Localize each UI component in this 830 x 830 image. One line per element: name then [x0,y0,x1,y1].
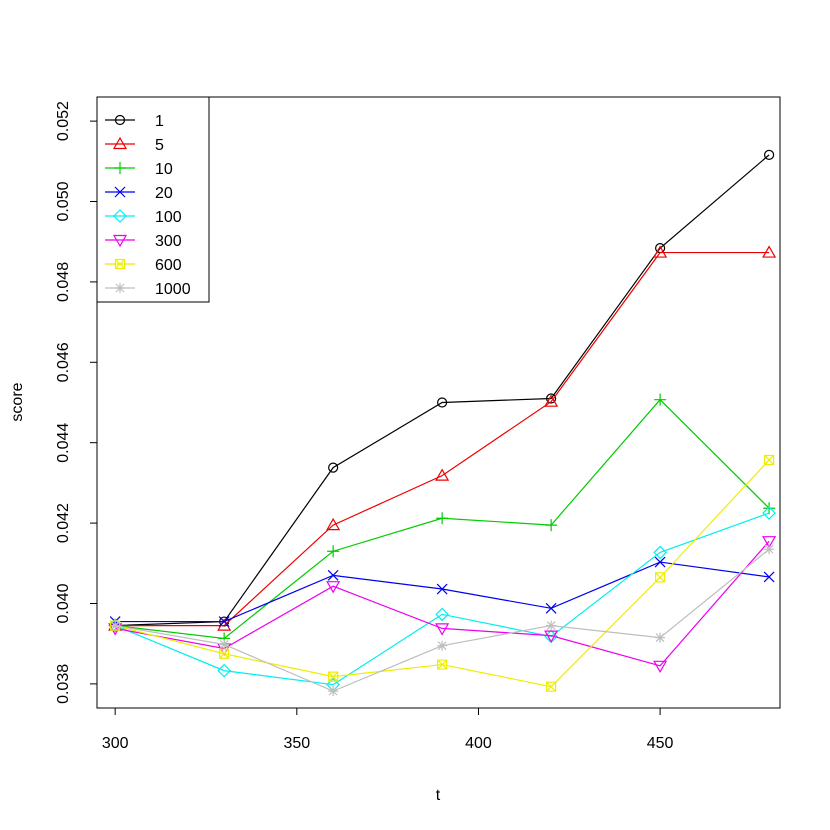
data-point [546,620,557,631]
data-point [546,393,557,404]
data-point [437,659,448,670]
data-point [763,502,776,515]
data-point [327,545,340,558]
data-point [219,648,230,659]
data-point [545,602,557,614]
data-point [436,512,449,525]
data-point [114,162,126,174]
series-600 [110,454,775,692]
data-point [653,545,667,560]
data-point [326,517,341,531]
data-point [545,519,558,532]
legend-label: 1 [155,113,164,130]
data-point [217,663,232,678]
x-tick-label: 400 [465,735,492,752]
series-line [115,251,770,627]
data-point [653,245,668,258]
legend-item: 300 [105,233,182,250]
data-point [435,623,450,636]
data-point [435,607,449,622]
data-point [435,468,450,481]
data-point [654,556,666,568]
data-point [762,536,777,549]
data-point [762,245,777,258]
legend: 1 5 10 20 100 300 600 1000 [96,96,210,303]
series-100 [108,506,776,692]
data-point [219,639,230,650]
y-tick-label: 0.046 [55,342,72,382]
y-tick-label: 0.042 [55,503,72,543]
series-20 [109,556,775,628]
data-point [112,234,128,248]
y-tick-label: 0.050 [55,181,72,221]
series-line [114,512,770,686]
legend-item: 600 [105,257,182,274]
legend-label: 300 [155,233,182,250]
y-axis-label: score [9,382,26,421]
legend-label: 600 [155,257,182,274]
series-10 [109,393,776,645]
data-point [328,462,339,473]
data-point [544,630,559,643]
data-point [114,186,126,198]
legend-item: 10 [105,161,173,178]
legend-label: 20 [155,185,173,202]
legend-label: 1000 [155,281,191,298]
data-point [327,569,339,581]
data-point [113,209,127,223]
legend-item: 5 [105,136,164,154]
x-axis: 300 350 400 450 [102,707,674,752]
data-point [218,616,230,628]
y-tick-label: 0.044 [55,423,72,463]
data-point [328,686,339,697]
x-axis-label: t [436,787,441,804]
data-point [114,258,126,270]
series-1000 [110,544,775,697]
data-point [764,454,775,466]
series-line [115,561,770,623]
series-5 [108,245,777,631]
legend-label: 10 [155,161,173,178]
y-tick-label: 0.048 [55,262,72,302]
legend-label: 100 [155,209,182,226]
y-tick-label: 0.038 [55,664,72,704]
series-layer [108,149,777,697]
legend-box [96,96,210,303]
legend-label: 5 [155,137,164,154]
x-tick-label: 300 [102,735,129,752]
legend-item: 20 [105,185,173,202]
data-point [437,397,448,408]
series-300 [108,536,777,674]
legend-item: 1000 [105,281,191,298]
data-point [115,283,125,293]
data-point [437,640,448,651]
y-tick-label: 0.052 [55,101,72,141]
data-point [655,572,666,583]
data-point [114,114,126,126]
data-point [762,506,776,520]
data-point [655,632,666,643]
data-point [328,671,339,682]
data-point [546,681,557,692]
data-point [436,583,448,595]
series-1 [110,149,775,631]
x-tick-label: 350 [283,735,310,752]
x-tick-label: 450 [647,735,674,752]
y-axis: 0.038 0.040 0.042 0.044 0.046 0.048 0.050 0.052 [55,101,98,704]
data-point [654,393,667,406]
series-line [115,154,770,627]
data-point [544,394,559,407]
data-point [764,149,775,160]
data-point [112,136,128,150]
legend-item: 100 [105,209,182,226]
data-point [653,660,668,674]
data-point [764,544,775,555]
y-tick-label: 0.040 [55,583,72,623]
data-point [110,620,121,631]
data-point [763,571,775,583]
data-point [326,581,341,594]
legend-item: 1 [105,113,164,130]
